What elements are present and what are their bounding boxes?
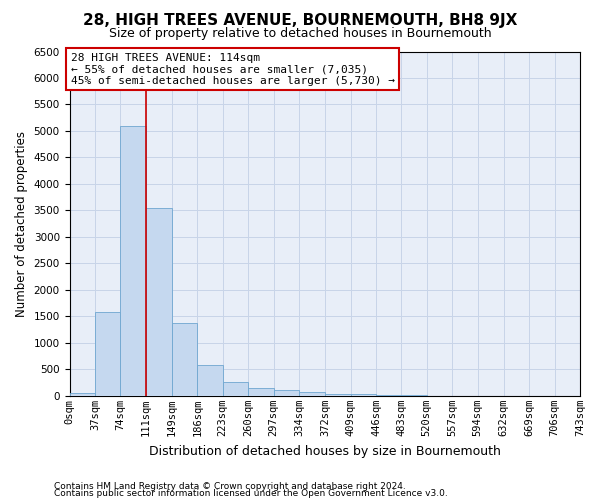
Bar [223, 382, 248, 396]
Text: Contains public sector information licensed under the Open Government Licence v3: Contains public sector information licen… [54, 488, 448, 498]
Bar [70, 393, 95, 396]
Y-axis label: Number of detached properties: Number of detached properties [15, 130, 28, 316]
Bar [172, 323, 197, 396]
Bar [274, 390, 299, 396]
Text: 28 HIGH TREES AVENUE: 114sqm
← 55% of detached houses are smaller (7,035)
45% of: 28 HIGH TREES AVENUE: 114sqm ← 55% of de… [71, 52, 395, 86]
Bar [197, 365, 223, 396]
Bar [350, 394, 376, 396]
Text: Contains HM Land Registry data © Crown copyright and database right 2024.: Contains HM Land Registry data © Crown c… [54, 482, 406, 491]
Text: 28, HIGH TREES AVENUE, BOURNEMOUTH, BH8 9JX: 28, HIGH TREES AVENUE, BOURNEMOUTH, BH8 … [83, 12, 517, 28]
Bar [325, 394, 350, 396]
Bar [121, 126, 146, 396]
Bar [299, 392, 325, 396]
Bar [376, 395, 401, 396]
Bar [95, 312, 121, 396]
Bar [248, 388, 274, 396]
Text: Size of property relative to detached houses in Bournemouth: Size of property relative to detached ho… [109, 28, 491, 40]
Bar [146, 208, 172, 396]
X-axis label: Distribution of detached houses by size in Bournemouth: Distribution of detached houses by size … [149, 444, 501, 458]
